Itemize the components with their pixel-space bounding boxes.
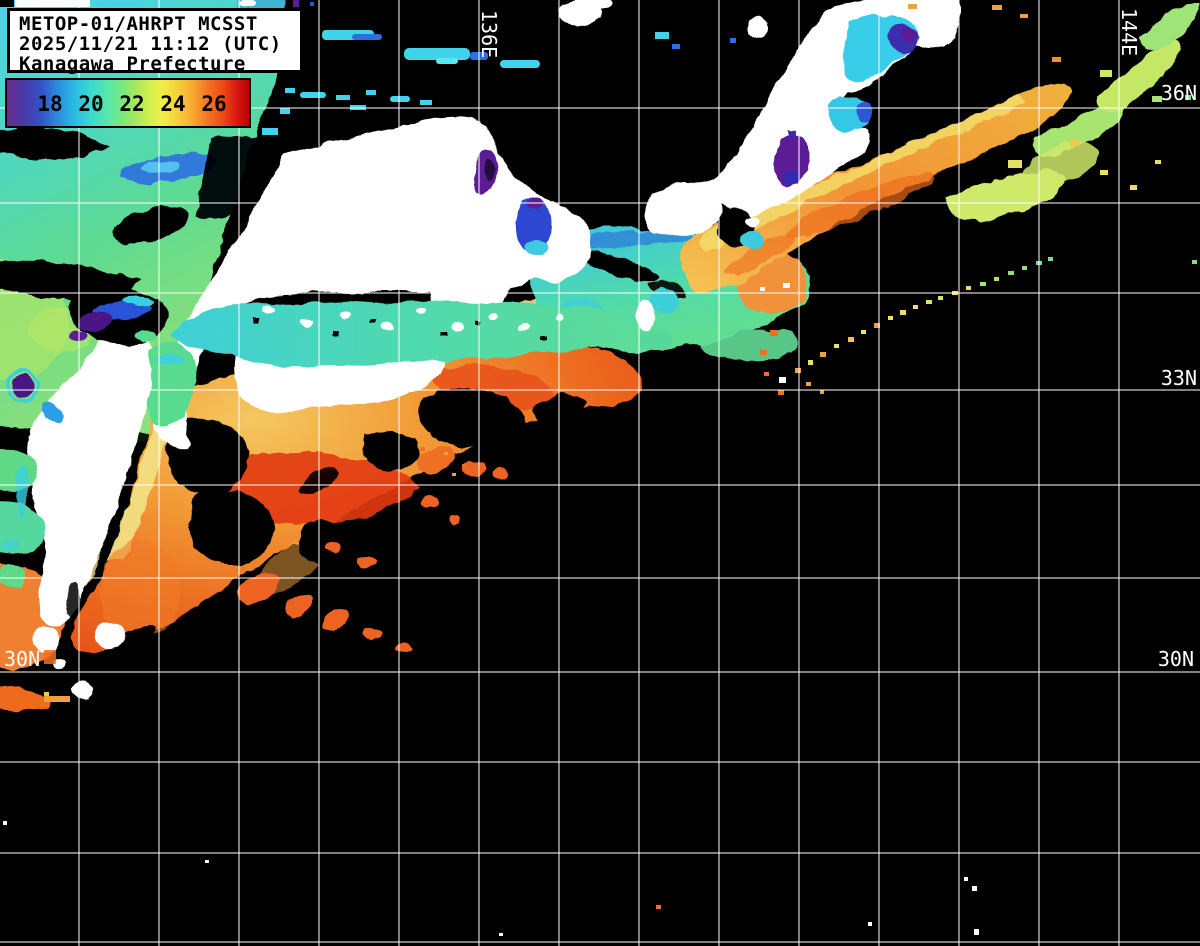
colorbar-tick-18: 18 bbox=[37, 92, 63, 116]
warm-eddies bbox=[237, 445, 510, 653]
misc-specks bbox=[908, 4, 1197, 264]
island bbox=[33, 627, 59, 651]
lat-label-30n-left: 30N bbox=[4, 647, 40, 671]
temperature-colorbar: 18 20 22 24 26 bbox=[5, 78, 251, 128]
cloud-band-north bbox=[286, 0, 845, 186]
lat-label-36n: 36N bbox=[1161, 81, 1197, 105]
ocean-sst-layer bbox=[0, 0, 1198, 712]
colorbar-tick-22: 22 bbox=[119, 92, 145, 116]
title-satellite: METOP-01/AHRPT MCSST bbox=[19, 13, 258, 35]
colorbar-tick-24: 24 bbox=[160, 92, 186, 116]
lon-label-144e: 144E bbox=[1117, 8, 1141, 56]
lat-label-30n-right: 30N bbox=[1158, 647, 1194, 671]
island bbox=[72, 681, 94, 699]
island bbox=[239, 0, 255, 8]
grid-labels: 136E 144E 36N 33N 30N 30N bbox=[4, 8, 1197, 671]
cloud-gap-streaks bbox=[262, 30, 736, 135]
island bbox=[94, 622, 124, 648]
white-specks bbox=[3, 283, 979, 936]
ne-cool-streaks bbox=[948, 4, 1198, 221]
colorbar-tick-26: 26 bbox=[201, 92, 227, 116]
land-honshu-west bbox=[153, 116, 593, 451]
seto-inland-sea bbox=[170, 300, 625, 368]
land-kyushu bbox=[27, 333, 158, 627]
lon-label-136e: 136E bbox=[477, 10, 501, 58]
title-datetime: 2025/11/21 11:12 (UTC) bbox=[19, 33, 282, 55]
tokyo-bay-cold bbox=[773, 134, 809, 186]
lat-label-33n: 33N bbox=[1161, 366, 1197, 390]
land-atsumi bbox=[647, 185, 724, 237]
title-region: Kanagawa Prefecture bbox=[19, 53, 246, 75]
coastal-water-layer bbox=[0, 4, 957, 618]
island bbox=[54, 659, 66, 669]
cloud-blob bbox=[589, 0, 613, 9]
title-box: METOP-01/AHRPT MCSST 2025/11/21 11:12 (U… bbox=[7, 8, 303, 75]
cloud-blob bbox=[748, 16, 766, 38]
colorbar-tick-20: 20 bbox=[78, 92, 104, 116]
island-awaji bbox=[636, 300, 656, 332]
